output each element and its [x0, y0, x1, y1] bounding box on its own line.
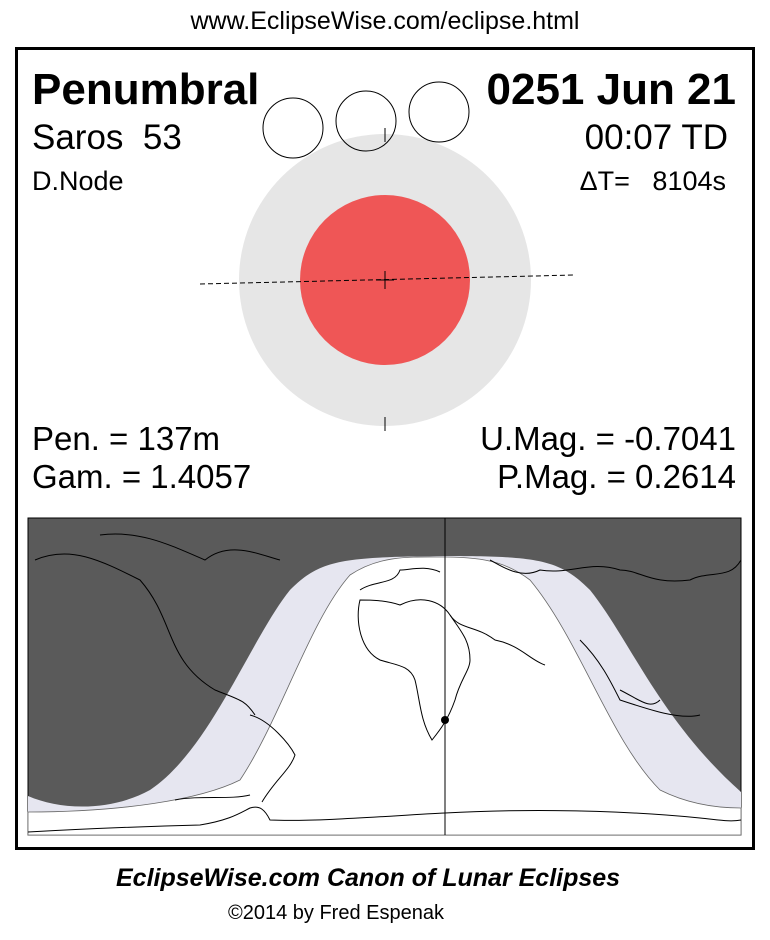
eclipse-panel [15, 47, 755, 850]
penumbral-duration: Pen. = 137m [32, 420, 221, 457]
visibility-region [27, 556, 742, 836]
footer-copyright: ©2014 by Fred Espenak [228, 902, 444, 924]
eclipse-type: Penumbral [32, 65, 260, 114]
saros-number: Saros 53 [32, 118, 182, 157]
penumbral-magnitude: P.Mag. = 0.2614 [497, 458, 736, 495]
node: D.Node [32, 166, 124, 196]
moon-greatest [335, 90, 397, 152]
eclipse-time: 00:07 TD [584, 118, 728, 157]
header-url: www.EclipseWise.com/eclipse.html [190, 7, 580, 35]
umbral-magnitude: U.Mag. = -0.7041 [480, 420, 736, 457]
greatest-eclipse-point [441, 716, 449, 724]
gamma: Gam. = 1.4057 [32, 458, 252, 495]
footer-title: EclipseWise.com Canon of Lunar Eclipses [116, 864, 621, 892]
coastlines [27, 533, 742, 833]
moon-first-contact [262, 97, 324, 159]
moon-last-contact [408, 81, 470, 143]
delta-t: ΔT= 8104s [579, 166, 726, 196]
eclipse-date: 0251 Jun 21 [486, 65, 737, 114]
world-map [27, 517, 742, 836]
